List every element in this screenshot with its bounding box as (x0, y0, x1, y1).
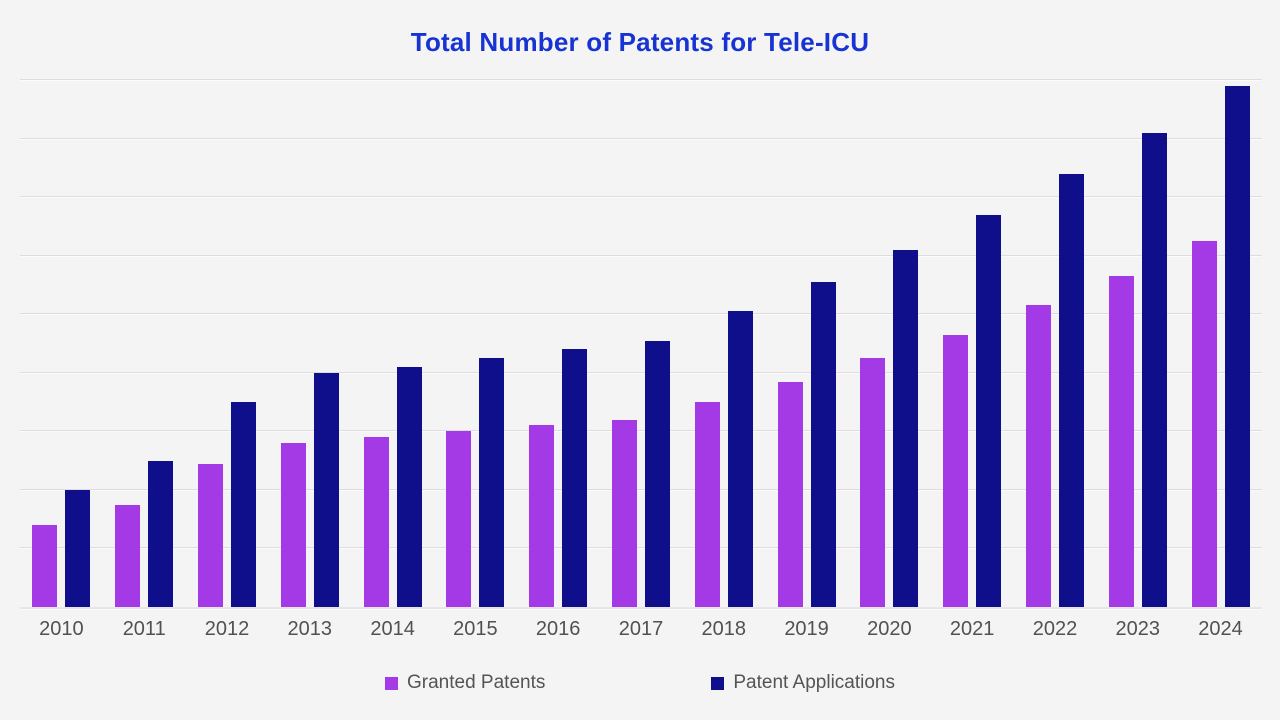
x-tick-2014: 2014 (370, 618, 415, 640)
x-tick-2011: 2011 (122, 618, 166, 640)
chart-title: Total Number of Patents for Tele-ICU (410, 27, 870, 57)
bar-granted-2019 (777, 381, 803, 607)
gridline-200 (20, 488, 1262, 490)
legend-item-patent-applications[interactable]: Patent Applications (711, 672, 895, 694)
bar-group-2021 (931, 80, 1014, 607)
bar-granted-2022 (1025, 305, 1051, 607)
gridline-700 (20, 196, 1262, 198)
x-tick-2023: 2023 (1115, 618, 1161, 640)
bar-granted-2013 (280, 443, 306, 607)
bar-applications-2011 (148, 460, 174, 607)
bar-group-2011 (103, 80, 186, 607)
x-tick-2018: 2018 (701, 618, 747, 640)
x-axis-line (20, 607, 1262, 609)
gridline-400 (20, 371, 1262, 373)
bar-group-2012 (186, 80, 269, 607)
bar-granted-2014 (363, 437, 389, 607)
bar-group-2015 (434, 80, 517, 607)
bar-groups (20, 80, 1262, 607)
bar-applications-2022 (1058, 173, 1084, 607)
gridline-500 (20, 313, 1262, 315)
legend-label-granted-patents: Granted Patents (407, 672, 546, 693)
legend-item-granted-patents[interactable]: Granted Patents (385, 672, 545, 694)
gridline-900 (20, 79, 1262, 80)
bar-granted-2015 (446, 431, 472, 607)
bar-granted-2024 (1191, 241, 1217, 607)
bar-applications-2015 (479, 358, 505, 607)
bar-granted-2016 (529, 425, 555, 607)
bar-granted-2023 (1108, 276, 1134, 607)
bar-applications-2010 (65, 489, 91, 607)
bar-applications-2012 (230, 402, 256, 607)
plot-area (20, 79, 1262, 609)
x-tick-2016: 2016 (535, 618, 581, 640)
legend-swatch-granted-patents (385, 676, 398, 690)
gridline-600 (20, 254, 1262, 256)
x-tick-2013: 2013 (287, 618, 333, 640)
bar-applications-2019 (810, 282, 836, 607)
x-tick-2019: 2019 (784, 618, 829, 640)
bar-group-2014 (351, 80, 434, 607)
bar-group-2022 (1014, 80, 1097, 607)
bar-group-2010 (20, 80, 103, 607)
bar-granted-2021 (943, 334, 969, 607)
bar-applications-2018 (727, 311, 753, 607)
legend-label-patent-applications: Patent Applications (733, 672, 895, 693)
bar-granted-2020 (860, 358, 886, 607)
bar-granted-2012 (197, 463, 223, 607)
bar-group-2018 (682, 80, 765, 607)
gridline-800 (20, 137, 1262, 139)
bar-applications-2013 (313, 372, 339, 607)
gridline-100 (20, 547, 1262, 549)
bar-granted-2011 (115, 504, 141, 607)
bar-group-2023 (1096, 80, 1179, 607)
x-tick-2017: 2017 (618, 618, 664, 640)
x-tick-2010: 2010 (39, 618, 84, 640)
bar-group-2019 (765, 80, 848, 607)
x-tick-2020: 2020 (867, 618, 912, 640)
gridline-300 (20, 430, 1262, 432)
x-axis-labels: 2010 2011 2012 2013 2014 2015 2016 2017 2018 2019… (20, 618, 1262, 641)
bar-granted-2018 (694, 402, 720, 607)
bar-granted-2017 (611, 419, 637, 607)
bar-applications-2024 (1224, 85, 1250, 607)
bar-group-2024 (1179, 80, 1262, 607)
bar-group-2017 (600, 80, 683, 607)
bar-group-2016 (517, 80, 600, 607)
bar-applications-2014 (396, 366, 422, 607)
bar-applications-2020 (893, 249, 919, 607)
chart-legend: Granted Patents Patent Applications (0, 672, 1280, 694)
x-tick-2015: 2015 (453, 618, 498, 640)
bar-applications-2021 (976, 214, 1002, 607)
bar-group-2020 (848, 80, 931, 607)
bar-applications-2023 (1141, 132, 1167, 607)
x-tick-2021: 2021 (949, 618, 995, 640)
bar-applications-2017 (644, 340, 670, 607)
x-tick-2012: 2012 (204, 618, 250, 640)
bar-granted-2010 (32, 525, 58, 607)
x-tick-2022: 2022 (1032, 618, 1078, 640)
x-tick-2024: 2024 (1198, 618, 1243, 640)
bar-applications-2016 (562, 349, 588, 607)
legend-swatch-patent-applications (711, 676, 725, 690)
bar-group-2013 (268, 80, 351, 607)
